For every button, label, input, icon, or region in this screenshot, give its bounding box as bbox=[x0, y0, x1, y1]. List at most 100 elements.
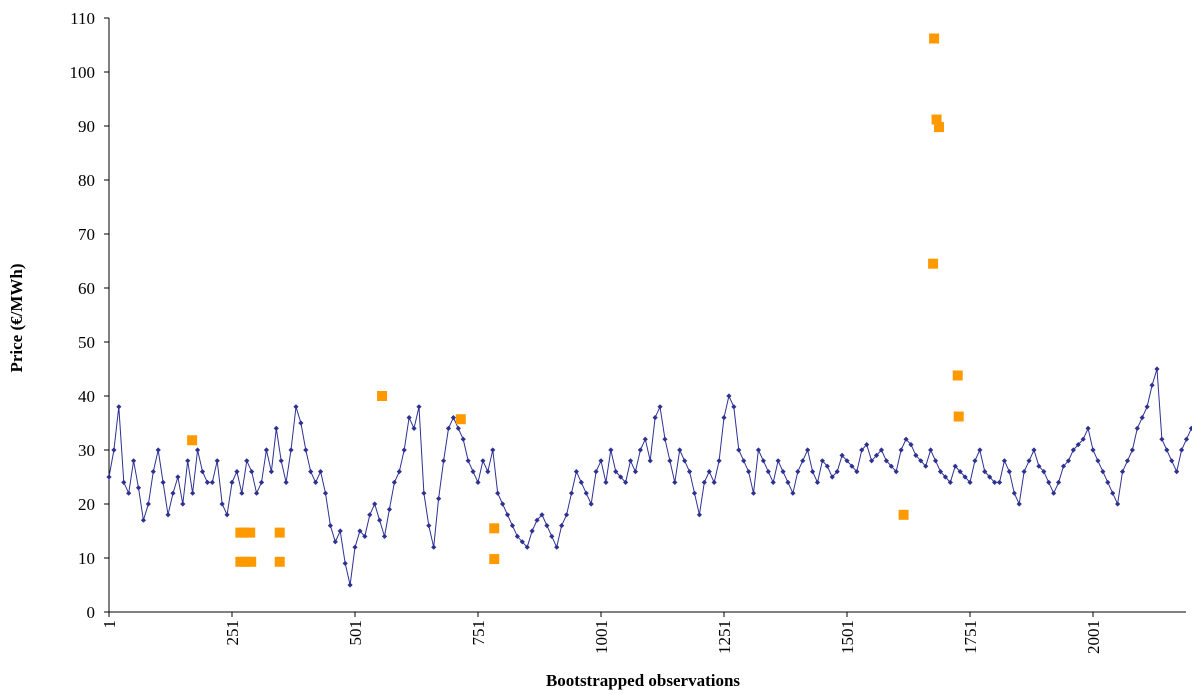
price-point bbox=[1006, 469, 1012, 475]
price-point bbox=[923, 463, 929, 469]
price-point bbox=[372, 501, 378, 507]
price-point bbox=[406, 415, 412, 421]
price-point bbox=[229, 479, 235, 485]
highlighted-point bbox=[187, 435, 198, 446]
price-point bbox=[308, 469, 314, 475]
price-point bbox=[932, 458, 939, 464]
price-point bbox=[844, 458, 850, 464]
price-point bbox=[593, 469, 599, 475]
price-point bbox=[490, 447, 496, 453]
price-point bbox=[224, 512, 230, 518]
price-point bbox=[662, 436, 668, 442]
price-point bbox=[470, 469, 476, 475]
price-point bbox=[495, 490, 501, 496]
y-axis-title: Price (€/MWh) bbox=[7, 263, 26, 372]
price-point bbox=[608, 447, 614, 453]
price-point bbox=[258, 479, 265, 485]
price-point bbox=[377, 517, 383, 523]
price-point bbox=[731, 404, 737, 410]
y-tick-label: 20 bbox=[78, 495, 95, 514]
price-point bbox=[317, 469, 324, 475]
price-point bbox=[869, 458, 875, 464]
price-point bbox=[268, 469, 274, 475]
price-point bbox=[554, 544, 560, 550]
price-point bbox=[1001, 458, 1008, 464]
price-point bbox=[1119, 469, 1126, 475]
price-point bbox=[426, 523, 432, 529]
price-point bbox=[539, 512, 545, 518]
highlighted-point bbox=[240, 556, 251, 567]
highlighted-point bbox=[274, 527, 285, 538]
highlighted-point bbox=[377, 391, 388, 401]
price-point bbox=[1011, 490, 1017, 496]
price-point bbox=[514, 533, 520, 539]
price-point bbox=[1100, 469, 1106, 475]
highlighted-point bbox=[274, 556, 285, 567]
y-ticks: 0 10 20 30 40 50 60 70 80 90 100 110 bbox=[70, 9, 109, 622]
price-point bbox=[327, 523, 334, 529]
price-point bbox=[1085, 425, 1091, 431]
y-tick-label: 10 bbox=[78, 549, 95, 568]
price-point bbox=[1183, 436, 1190, 442]
x-tick-label: 1501 bbox=[838, 620, 857, 654]
price-point bbox=[824, 463, 830, 469]
highlighted-point bbox=[931, 114, 942, 125]
price-point bbox=[814, 479, 821, 485]
price-point bbox=[809, 469, 816, 475]
price-point bbox=[888, 463, 894, 469]
price-point bbox=[1026, 458, 1032, 464]
price-point bbox=[288, 447, 294, 453]
price-point bbox=[790, 490, 796, 496]
x-tick-label: 1 bbox=[100, 620, 119, 629]
price-point bbox=[180, 501, 186, 507]
price-point bbox=[170, 490, 176, 496]
price-point bbox=[440, 458, 447, 464]
price-point bbox=[1154, 366, 1160, 372]
price-point bbox=[342, 560, 348, 566]
price-point bbox=[381, 533, 388, 539]
price-point bbox=[746, 469, 752, 475]
y-tick-label: 80 bbox=[78, 171, 95, 190]
price-point bbox=[145, 501, 151, 507]
highlighted-point bbox=[455, 414, 466, 425]
price-point bbox=[1090, 447, 1096, 453]
price-point bbox=[987, 474, 993, 480]
price-point bbox=[190, 490, 196, 496]
highlighted-point bbox=[953, 411, 964, 422]
price-point bbox=[992, 479, 998, 485]
price-point bbox=[214, 458, 220, 464]
price-point bbox=[396, 469, 402, 475]
price-point bbox=[519, 539, 525, 545]
price-point bbox=[332, 539, 338, 545]
price-point bbox=[908, 442, 914, 448]
price-point bbox=[583, 490, 589, 496]
price-point bbox=[947, 479, 953, 485]
price-point bbox=[485, 469, 491, 475]
price-point bbox=[475, 479, 481, 485]
price-point bbox=[465, 458, 471, 464]
price-point bbox=[598, 458, 604, 464]
price-point bbox=[588, 501, 594, 507]
price-point bbox=[1169, 458, 1175, 464]
price-point bbox=[278, 458, 284, 464]
price-point bbox=[455, 425, 461, 431]
price-point bbox=[165, 512, 171, 518]
price-point bbox=[642, 436, 648, 442]
price-point bbox=[386, 506, 393, 512]
price-point bbox=[1055, 479, 1062, 485]
price-point bbox=[859, 447, 865, 453]
price-point bbox=[362, 533, 368, 539]
price-point bbox=[898, 447, 904, 453]
price-point bbox=[686, 469, 693, 475]
price-point bbox=[873, 452, 880, 458]
x-tick-label: 1001 bbox=[592, 620, 611, 654]
price-point bbox=[918, 458, 924, 464]
highlighted-point bbox=[246, 556, 257, 567]
price-point bbox=[795, 469, 801, 475]
price-point bbox=[785, 479, 791, 485]
price-point bbox=[1095, 458, 1101, 464]
price-point bbox=[411, 425, 417, 431]
price-point bbox=[480, 458, 486, 464]
